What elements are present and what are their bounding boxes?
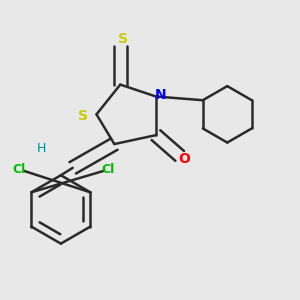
Text: S: S: [118, 32, 128, 46]
Text: N: N: [154, 88, 166, 102]
Text: Cl: Cl: [102, 163, 115, 176]
Text: Cl: Cl: [13, 163, 26, 176]
Text: S: S: [78, 109, 88, 123]
Text: H: H: [37, 142, 46, 155]
Text: O: O: [178, 152, 190, 166]
